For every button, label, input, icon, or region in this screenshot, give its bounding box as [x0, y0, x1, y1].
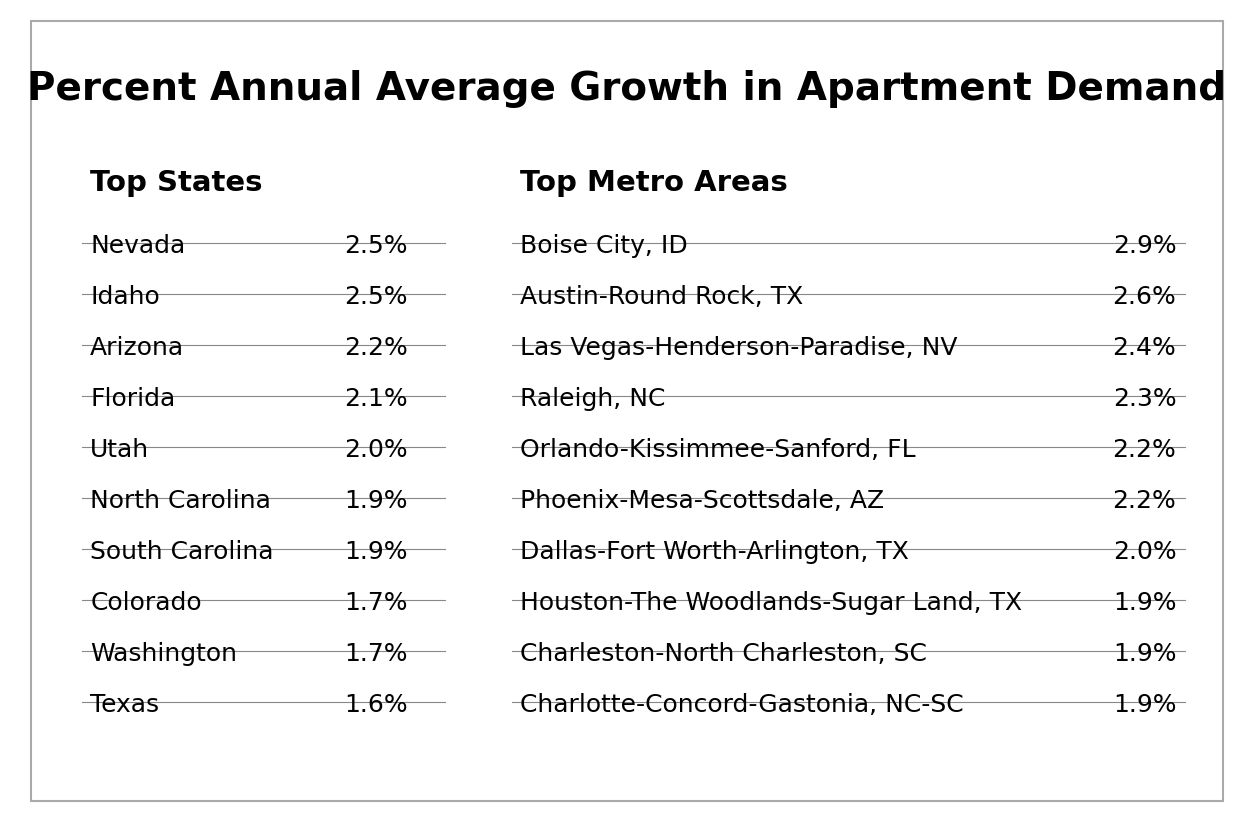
Text: North Carolina: North Carolina: [90, 489, 271, 513]
Text: Arizona: Arizona: [90, 336, 184, 360]
Text: Nevada: Nevada: [90, 234, 186, 258]
Text: 1.7%: 1.7%: [344, 642, 408, 666]
Text: 2.9%: 2.9%: [1112, 234, 1176, 258]
Text: Utah: Utah: [90, 438, 149, 462]
Text: Percent Annual Average Growth in Apartment Demand: Percent Annual Average Growth in Apartme…: [28, 70, 1226, 108]
Text: Charlotte-Concord-Gastonia, NC-SC: Charlotte-Concord-Gastonia, NC-SC: [520, 693, 964, 717]
Text: 2.5%: 2.5%: [344, 234, 408, 258]
Text: 2.2%: 2.2%: [344, 336, 408, 360]
Text: Houston-The Woodlands-Sugar Land, TX: Houston-The Woodlands-Sugar Land, TX: [520, 591, 1022, 615]
Text: Florida: Florida: [90, 387, 176, 411]
Text: 2.5%: 2.5%: [344, 285, 408, 309]
Text: Las Vegas-Henderson-Paradise, NV: Las Vegas-Henderson-Paradise, NV: [520, 336, 958, 360]
Text: 2.2%: 2.2%: [1112, 489, 1176, 513]
Text: South Carolina: South Carolina: [90, 540, 273, 564]
Text: 2.1%: 2.1%: [344, 387, 408, 411]
Text: 1.9%: 1.9%: [1112, 693, 1176, 717]
Text: Charleston-North Charleston, SC: Charleston-North Charleston, SC: [520, 642, 927, 666]
Text: Orlando-Kissimmee-Sanford, FL: Orlando-Kissimmee-Sanford, FL: [520, 438, 915, 462]
Text: Colorado: Colorado: [90, 591, 202, 615]
Text: 2.6%: 2.6%: [1112, 285, 1176, 309]
Text: 2.3%: 2.3%: [1112, 387, 1176, 411]
Text: Raleigh, NC: Raleigh, NC: [520, 387, 666, 411]
Text: Top Metro Areas: Top Metro Areas: [520, 169, 789, 196]
Text: 1.9%: 1.9%: [1112, 642, 1176, 666]
Text: Dallas-Fort Worth-Arlington, TX: Dallas-Fort Worth-Arlington, TX: [520, 540, 909, 564]
Text: 2.0%: 2.0%: [1112, 540, 1176, 564]
Text: Idaho: Idaho: [90, 285, 161, 309]
Text: 2.4%: 2.4%: [1112, 336, 1176, 360]
Text: Austin-Round Rock, TX: Austin-Round Rock, TX: [520, 285, 804, 309]
Text: 2.2%: 2.2%: [1112, 438, 1176, 462]
Text: 2.0%: 2.0%: [344, 438, 408, 462]
Text: Washington: Washington: [90, 642, 237, 666]
Text: Top States: Top States: [90, 169, 263, 196]
Text: Phoenix-Mesa-Scottsdale, AZ: Phoenix-Mesa-Scottsdale, AZ: [520, 489, 884, 513]
Text: Texas: Texas: [90, 693, 159, 717]
Text: 1.9%: 1.9%: [344, 540, 408, 564]
Text: 1.7%: 1.7%: [344, 591, 408, 615]
Text: 1.6%: 1.6%: [344, 693, 408, 717]
Text: 1.9%: 1.9%: [344, 489, 408, 513]
Text: Boise City, ID: Boise City, ID: [520, 234, 688, 258]
Text: 1.9%: 1.9%: [1112, 591, 1176, 615]
